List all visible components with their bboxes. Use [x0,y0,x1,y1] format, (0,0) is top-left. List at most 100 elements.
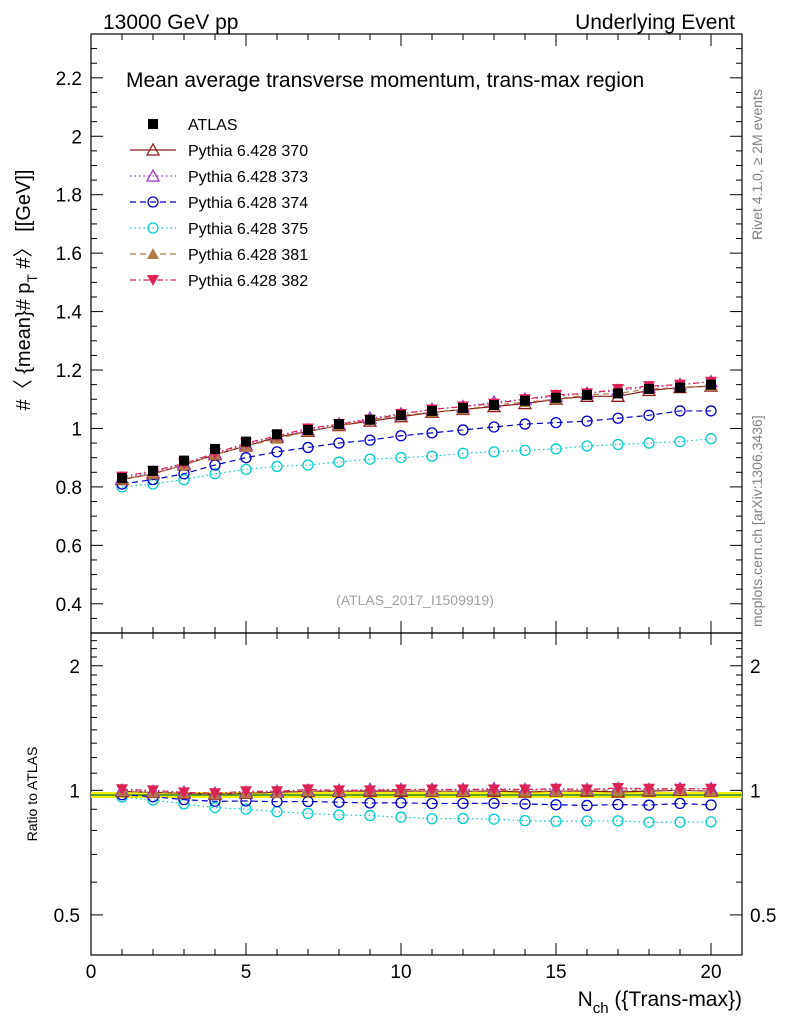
y-tick-label: 2.2 [56,69,82,90]
ratio-point [519,798,531,810]
ratio-series-line [121,788,712,794]
data-point [581,440,593,452]
ratio-point [395,811,407,823]
series-line [121,381,712,478]
ratio-point [116,784,128,796]
ratio-point [519,784,531,796]
data-point [117,473,127,484]
series-5 [116,380,717,485]
legend-label: Pythia 6.428 373 [188,169,308,186]
ratio-point [674,797,686,810]
data-point [705,405,717,417]
data-point [365,414,375,425]
ratio-point [457,812,469,825]
series-line [121,385,712,481]
y-tick-label: 2 [71,127,82,148]
ratio-point [178,787,190,799]
data-point [643,437,655,449]
data-point [240,463,252,476]
legend-item: Pythia 6.428 374 [130,195,308,212]
ratio-point [612,798,624,811]
ratio-point [271,786,283,798]
ratio-point [302,784,314,796]
ratio-point [674,816,686,828]
ratio-point [581,784,593,796]
ratio-point [240,803,252,815]
y-tick-label: 1 [71,419,82,440]
data-point [427,405,437,416]
header-left: 13000 GeV pp [103,11,238,34]
legend-label: Pythia 6.428 382 [188,273,308,290]
ratio-series-6 [116,782,717,800]
ratio-point [426,784,438,796]
y-tick-label: 1.4 [56,303,83,324]
legend-marker [145,142,161,156]
x-tick-label: 0 [86,962,97,983]
legend-label: Pythia 6.428 370 [188,143,308,160]
legend-item: Pythia 6.428 370 [130,142,308,160]
legend-marker [147,275,159,286]
series-4 [116,433,717,493]
y-tick-label: 0.6 [56,536,82,557]
ratio-point [333,785,345,797]
data-point [675,382,685,393]
y-tick-label: 1.8 [56,186,82,207]
ratio-point [395,784,407,796]
ratio-point [209,788,221,800]
ratio-axis-ticks: 0 5 10 15 20 0.5 0.5 1 1 2 2 [54,633,776,983]
y-tick-label: 1.2 [56,361,82,382]
ratio-point [488,813,500,825]
data-point [272,429,282,440]
ratio-tick-label: 0.5 [54,906,80,927]
data-point [241,436,251,447]
legend-marker [147,196,159,208]
data-point [520,395,530,406]
y-tick-label: 0.4 [56,595,83,616]
legend-item: Pythia 6.428 375 [130,221,308,238]
ratio-point [643,799,655,811]
data-point [334,419,344,430]
data-point [240,452,252,464]
ratio-y-axis-label: Ratio to ATLAS [24,747,40,842]
series-0 [117,379,716,484]
data-point [303,424,313,435]
data-point [178,473,190,486]
rivet-label: Rivet 4.1.0, ≥ 2M events [749,89,765,240]
data-point [582,389,592,400]
main-series-group [114,374,719,493]
data-point [706,379,716,390]
data-point [613,388,623,399]
ratio-point [488,797,500,809]
ratio-point [333,796,345,808]
legend-marker [147,248,159,259]
data-point [674,405,686,417]
ratio-point [240,786,252,798]
legend: ATLAS Pythia 6.428 370 Pythia 6.428 373 Pyt… [130,117,308,290]
x-tick-label: 15 [545,962,566,983]
data-point [302,459,314,471]
chart-title: Mean average transverse momentum, trans-… [126,69,644,92]
legend-item: ATLAS [148,117,238,134]
data-point [705,433,717,445]
x-axis-label-sub: ch [593,1000,609,1017]
data-point [333,456,345,468]
data-point [179,455,189,466]
data-point [519,444,531,457]
data-point [395,430,407,442]
ratio-point [674,783,686,795]
data-point [550,416,562,429]
data-point [488,446,500,458]
legend-marker [148,119,158,129]
ratio-point [395,797,407,809]
ratio-point [612,815,624,827]
data-point [210,443,220,454]
data-point [458,403,468,414]
ratio-series-group [114,781,719,828]
legend-item: Pythia 6.428 373 [130,168,308,186]
main-axis-ticks: 0.4 0.6 0.8 1 1.2 1.4 1.6 1.8 2 2.2 [56,33,743,633]
ratio-series-line [121,787,712,794]
x-tick-label: 5 [241,962,252,983]
data-point [333,437,345,449]
ratio-point [457,784,469,796]
